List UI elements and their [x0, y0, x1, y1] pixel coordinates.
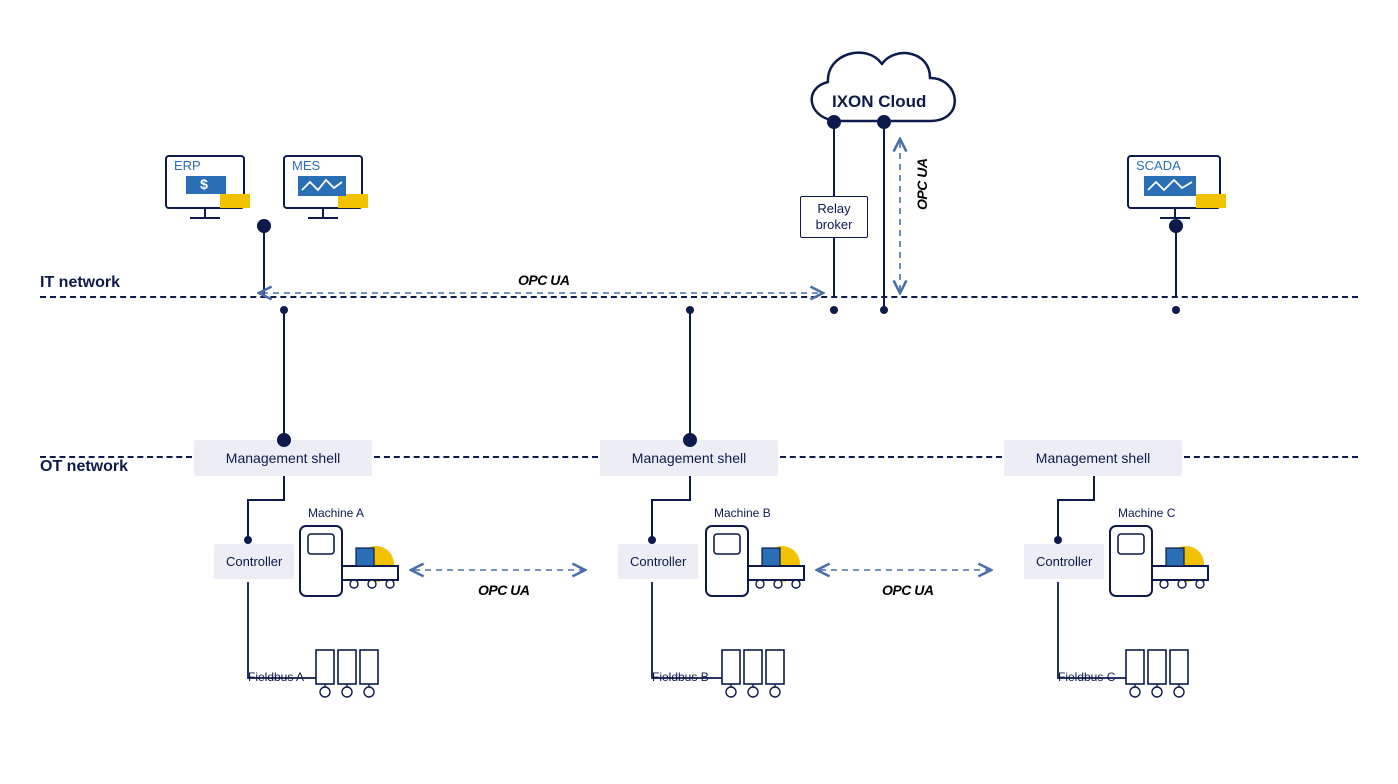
fieldbus-a-label: Fieldbus A: [248, 670, 304, 684]
machine-c-label: Machine C: [1118, 506, 1175, 520]
machine-c-icon: [1110, 526, 1208, 596]
opcua-label-top: OPC UA: [518, 272, 569, 288]
scada-label: SCADA: [1136, 158, 1181, 173]
connector-layer: [0, 0, 1398, 784]
cloud-icon: [790, 36, 970, 141]
scada-monitor-icon: SCADA: [1122, 150, 1232, 228]
machine-a-icon: [300, 526, 398, 596]
ot-network-line-seg4: [1184, 456, 1358, 458]
management-shell-c: Management shell: [1004, 440, 1182, 476]
controller-a: Controller: [214, 544, 294, 579]
ot-network-label: OT network: [40, 458, 128, 476]
fieldbus-b-label: Fieldbus B: [652, 670, 709, 684]
opcua-label-bot1: OPC UA: [478, 582, 529, 598]
fieldbus-b-icon: [722, 650, 784, 697]
fieldbus-c-label: Fieldbus C: [1058, 670, 1115, 684]
fieldbus-c-icon: [1126, 650, 1188, 697]
svg-text:$: $: [200, 176, 208, 192]
it-network-line: [40, 296, 1358, 298]
ot-network-line-seg3: [780, 456, 1002, 458]
mes-label: MES: [292, 158, 320, 173]
it-network-label: IT network: [40, 274, 120, 292]
relay-broker-box: Relay broker: [800, 196, 868, 238]
management-shell-b: Management shell: [600, 440, 778, 476]
controller-b: Controller: [618, 544, 698, 579]
management-shell-a: Management shell: [194, 440, 372, 476]
machine-a-label: Machine A: [308, 506, 364, 520]
opcua-label-bot2: OPC UA: [882, 582, 933, 598]
erp-label: ERP: [174, 158, 201, 173]
mes-monitor-icon: MES: [278, 150, 374, 228]
cloud-label: IXON Cloud: [832, 92, 926, 112]
opcua-label-vert: OPC UA: [914, 159, 930, 210]
controller-c: Controller: [1024, 544, 1104, 579]
relay-broker-label: Relay broker: [816, 201, 853, 232]
erp-monitor-icon: $ ERP: [160, 150, 256, 228]
machine-b-label: Machine B: [714, 506, 771, 520]
ot-network-line-seg2: [374, 456, 598, 458]
machine-b-icon: [706, 526, 804, 596]
architecture-diagram: IT network OT network IXON Cloud Relay b…: [0, 0, 1398, 784]
fieldbus-a-icon: [316, 650, 378, 697]
